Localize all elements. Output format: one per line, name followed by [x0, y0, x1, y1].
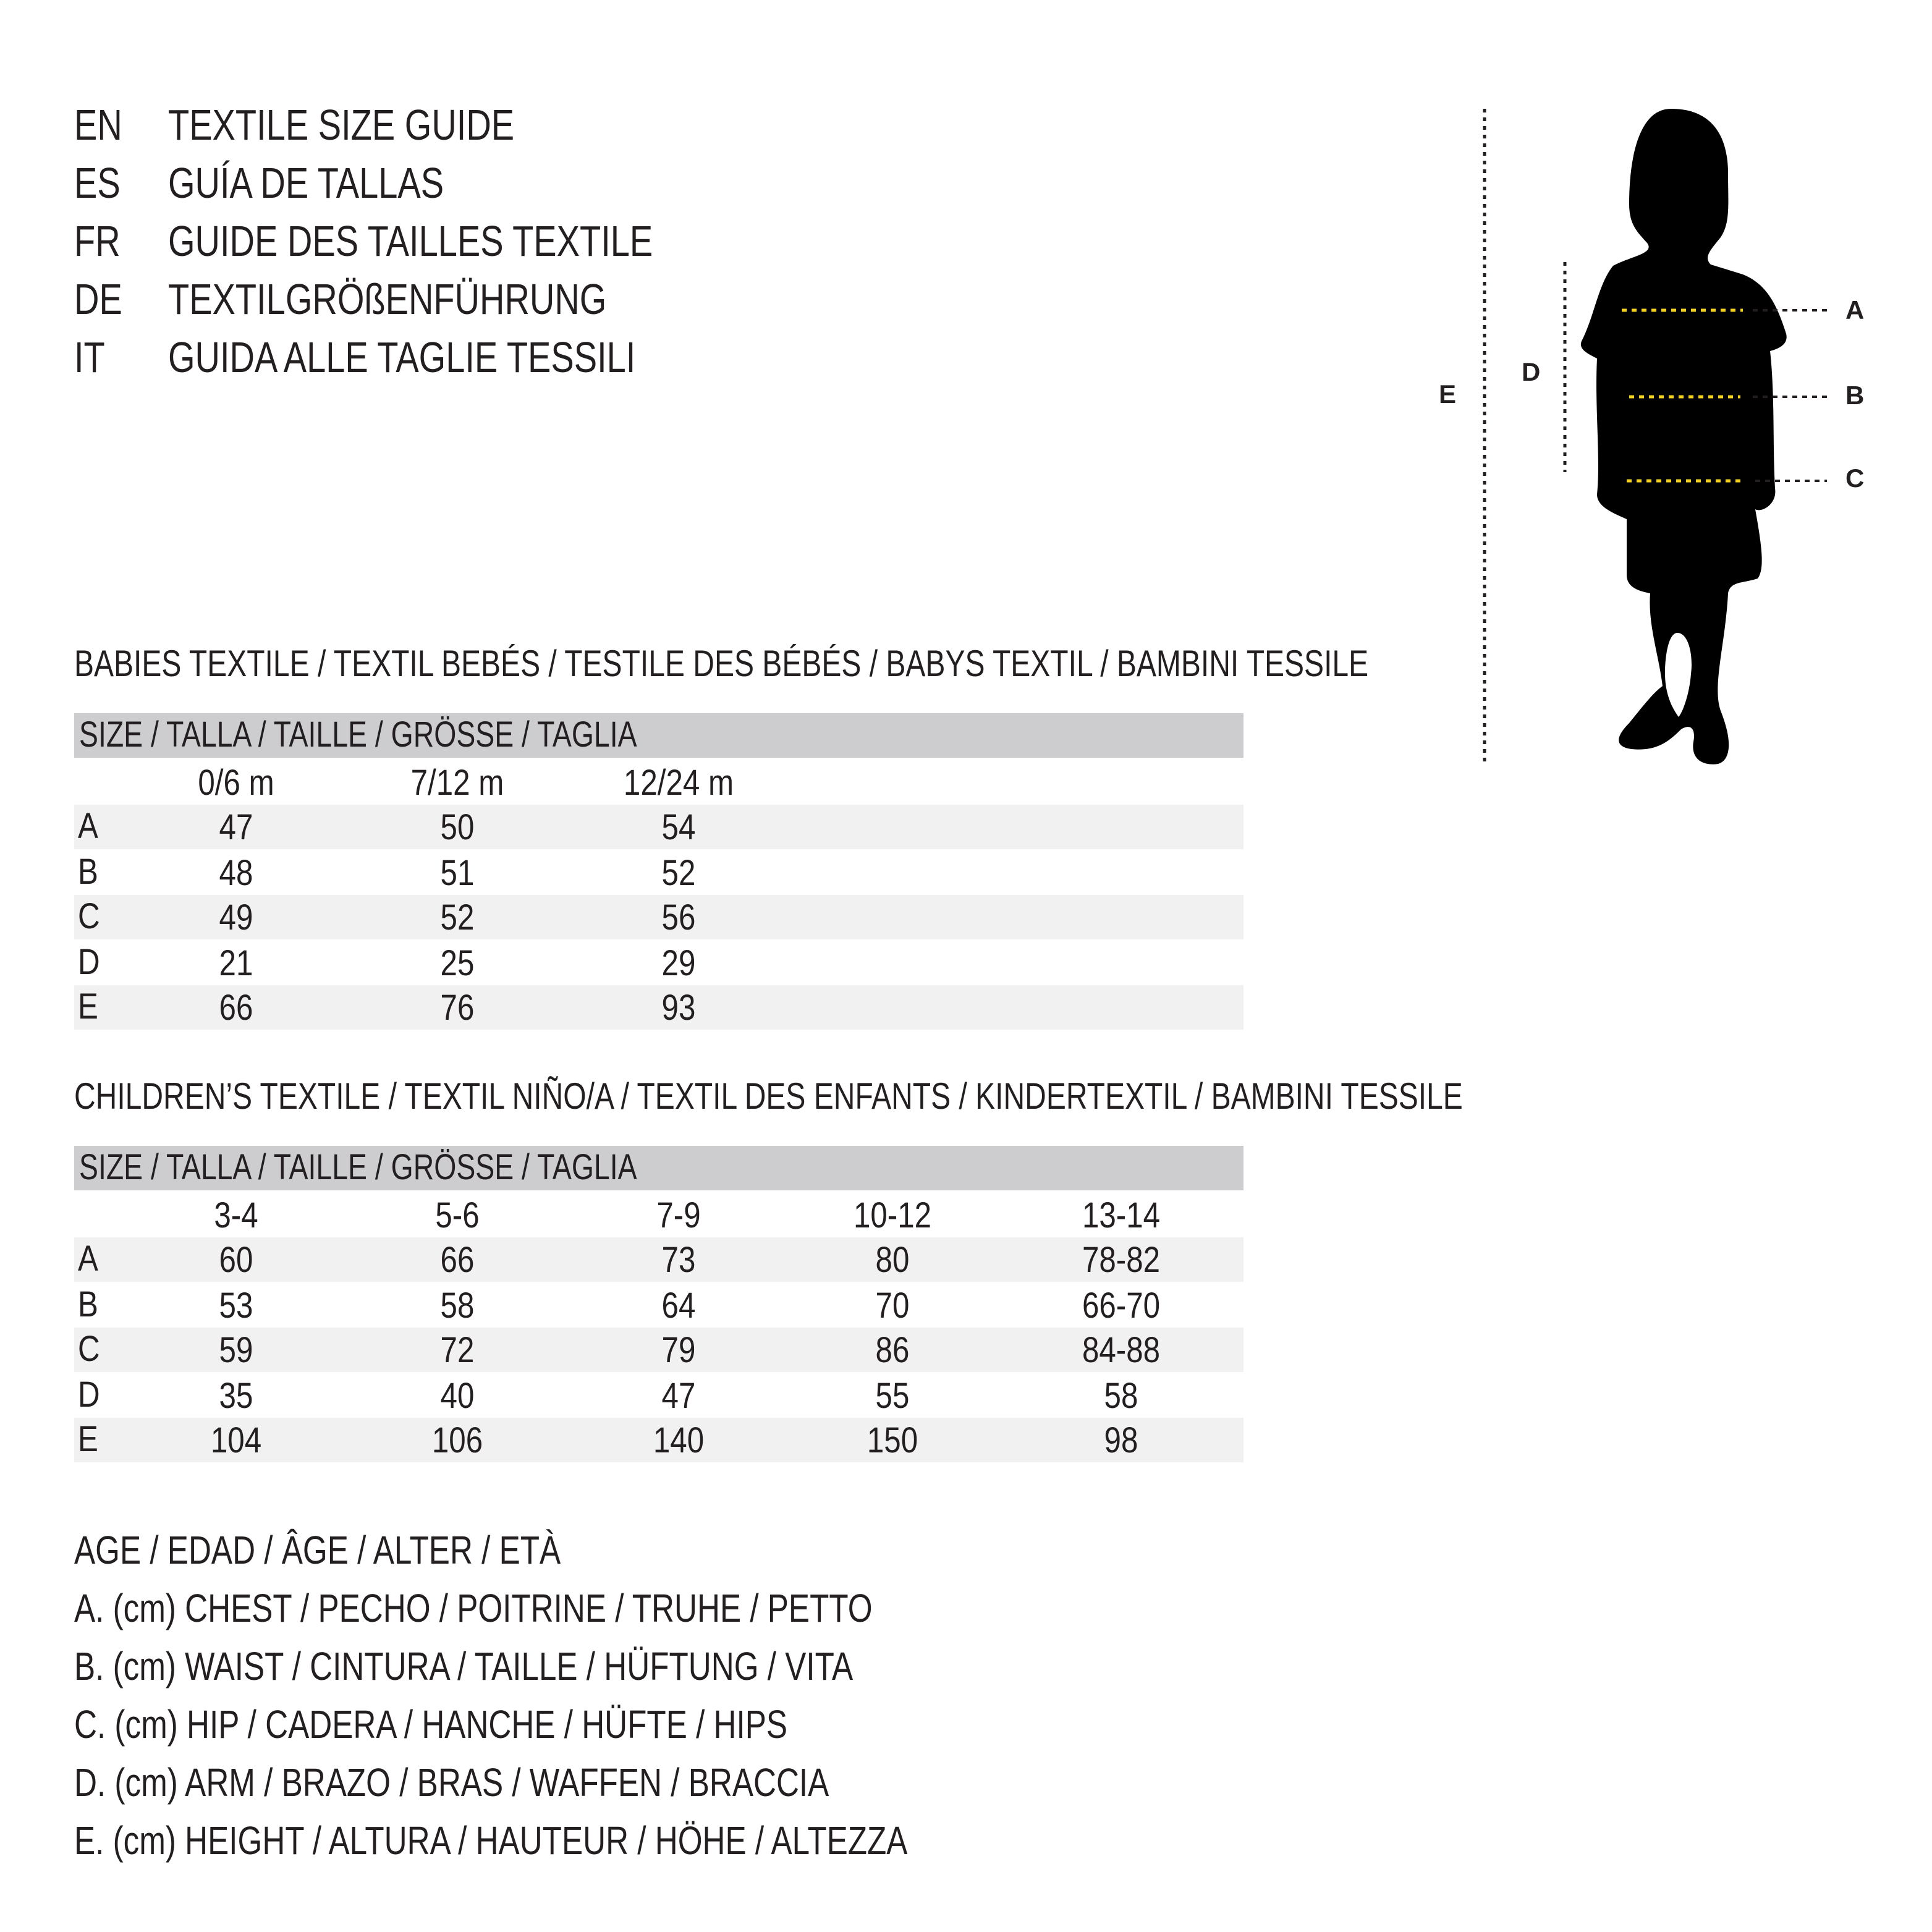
table-cell: 73 — [661, 1241, 696, 1281]
table-cell: 40 — [440, 1376, 475, 1417]
column-header: 3-4 — [214, 1197, 258, 1236]
table-cell: 60 — [219, 1241, 253, 1281]
table-cell: 49 — [219, 899, 253, 939]
legend-item: B. (cm) WAIST / CINTURA / TAILLE / HÜFTU… — [74, 1644, 854, 1688]
table-cell: 29 — [661, 944, 696, 984]
table-cell: 72 — [440, 1331, 475, 1371]
table-row-stripe — [74, 895, 1244, 940]
legend-item: C. (cm) HIP / CADERA / HANCHE / HÜFTE / … — [74, 1702, 788, 1747]
language-code: DE — [74, 276, 122, 324]
table-row-stripe — [74, 805, 1244, 849]
row-label: E — [78, 988, 98, 1028]
guide-title: TEXTILE SIZE GUIDE — [168, 101, 515, 150]
child-silhouette — [1580, 109, 1787, 765]
table-cell: 98 — [1104, 1421, 1138, 1462]
table-cell: 66 — [219, 989, 253, 1029]
legend-item: E. (cm) HEIGHT / ALTURA / HAUTEUR / HÖHE… — [74, 1818, 908, 1863]
table-row-stripe — [74, 1418, 1244, 1463]
guide-title: TEXTILGRÖßENFÜHRUNG — [168, 276, 607, 324]
legend-item: A. (cm) CHEST / PECHO / POITRINE / TRUHE… — [74, 1586, 873, 1630]
label-e: E — [1439, 381, 1457, 409]
table-cell: 52 — [661, 854, 696, 894]
language-code: IT — [74, 334, 105, 382]
column-header: 13-14 — [1082, 1197, 1161, 1236]
table-cell: 104 — [210, 1421, 262, 1462]
table-cell: 56 — [661, 899, 696, 939]
table-cell: 140 — [653, 1421, 705, 1462]
table-cell: 53 — [219, 1286, 253, 1326]
table-cell: 47 — [661, 1376, 696, 1417]
row-label: C — [78, 1330, 100, 1370]
label-d: D — [1522, 358, 1541, 387]
table-cell: 66 — [440, 1241, 475, 1281]
table-cell: 64 — [661, 1286, 696, 1326]
table-cell: 86 — [875, 1331, 910, 1371]
table-cell: 66-70 — [1082, 1286, 1161, 1326]
language-code: FR — [74, 218, 121, 266]
column-header: 12/24 m — [623, 764, 734, 803]
size-header-bar — [74, 713, 1244, 758]
row-label: A — [78, 807, 98, 847]
column-header: 10-12 — [853, 1197, 932, 1236]
table-row-stripe — [74, 985, 1244, 1030]
language-code: EN — [74, 101, 122, 150]
column-header: 0/6 m — [198, 764, 274, 803]
table-row-stripe — [74, 1328, 1244, 1373]
table-cell: 48 — [219, 854, 253, 894]
row-label: D — [78, 943, 100, 983]
size-label: SIZE / TALLA / TAILLE / GRÖSSE / TAGLIA — [79, 1148, 637, 1188]
label-a: A — [1845, 297, 1865, 325]
column-header: 7/12 m — [410, 764, 504, 803]
row-label: B — [78, 1285, 98, 1325]
table-row-stripe — [74, 1237, 1244, 1282]
legend-item: D. (cm) ARM / BRAZO / BRAS / WAFFEN / BR… — [74, 1760, 829, 1805]
table-cell: 51 — [440, 854, 475, 894]
row-label: D — [78, 1375, 100, 1415]
column-header: 5-6 — [435, 1197, 480, 1236]
table-cell: 35 — [219, 1376, 253, 1417]
table-cell: 76 — [440, 989, 475, 1029]
table-cell: 54 — [661, 808, 696, 848]
leg-gap — [1665, 633, 1692, 717]
table-cell: 58 — [1104, 1376, 1138, 1417]
size-label: SIZE / TALLA / TAILLE / GRÖSSE / TAGLIA — [79, 716, 637, 755]
size-header-bar — [74, 1146, 1244, 1190]
child-silhouette-figure — [1483, 109, 1827, 766]
table-cell: 59 — [219, 1331, 253, 1371]
guide-title: GUÍA DE TALLAS — [168, 159, 444, 208]
table-cell: 79 — [661, 1331, 696, 1371]
column-header: 7-9 — [656, 1197, 701, 1236]
label-c: C — [1845, 465, 1865, 493]
table-cell: 93 — [661, 989, 696, 1029]
table-cell: 150 — [866, 1421, 918, 1462]
section-title: CHILDREN’S TEXTILE / TEXTIL NIÑO/A / TEX… — [74, 1077, 1463, 1117]
table-cell: 80 — [875, 1241, 910, 1281]
row-label: E — [78, 1420, 98, 1460]
row-label: A — [78, 1240, 98, 1279]
table-cell: 106 — [431, 1421, 483, 1462]
label-b: B — [1845, 382, 1865, 410]
table-cell: 78-82 — [1082, 1241, 1161, 1281]
table-cell: 50 — [440, 808, 475, 848]
table-cell: 47 — [219, 808, 253, 848]
table-cell: 52 — [440, 899, 475, 939]
section-title: BABIES TEXTILE / TEXTIL BEBÉS / TESTILE … — [74, 644, 1369, 685]
table-cell: 58 — [440, 1286, 475, 1326]
table-cell: 21 — [219, 944, 253, 984]
table-cell: 84-88 — [1082, 1331, 1161, 1371]
table-cell: 25 — [440, 944, 475, 984]
legend-item: AGE / EDAD / ÂGE / ALTER / ETÀ — [74, 1528, 561, 1572]
guide-title: GUIDE DES TAILLES TEXTILE — [168, 218, 653, 266]
row-label: C — [78, 897, 100, 938]
guide-title: GUIDA ALLE TAGLIE TESSILI — [168, 334, 636, 382]
table-cell: 55 — [875, 1376, 910, 1417]
table-cell: 70 — [875, 1286, 910, 1326]
row-label: B — [78, 852, 98, 892]
language-code: ES — [74, 159, 121, 208]
